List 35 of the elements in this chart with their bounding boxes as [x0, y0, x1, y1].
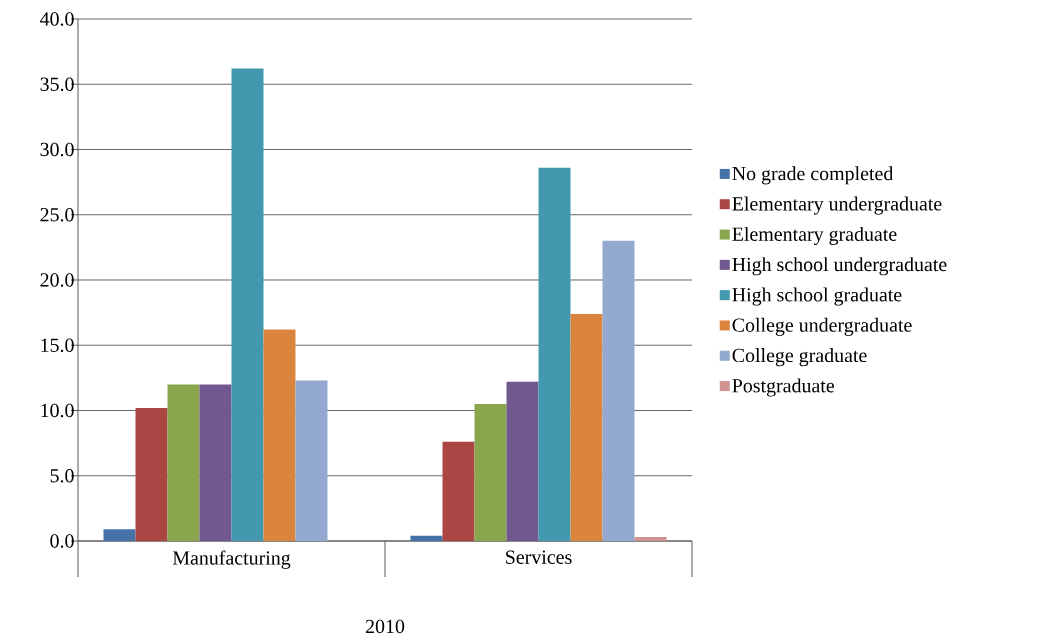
bar [231, 68, 264, 541]
legend-label: No grade completed [732, 166, 894, 185]
bar [263, 329, 296, 541]
y-tick-label: 35.0 [40, 77, 74, 92]
legend-label: High school undergraduate [732, 257, 947, 276]
legend-label: High school graduate [732, 287, 902, 306]
bar [103, 529, 136, 541]
y-tick-label: 40.0 [40, 12, 74, 26]
x-tick-label: Manufacturing [172, 550, 291, 569]
bar [199, 384, 232, 541]
y-tick-label: 20.0 [40, 273, 74, 287]
y-tick-label: 10.0 [41, 403, 74, 418]
legend-label: College graduate [732, 348, 867, 367]
legend-label: Elementary undergraduate [732, 196, 942, 215]
legend-label: College undergraduate [732, 317, 912, 336]
bar [538, 167, 571, 541]
legend-label: Elementary graduate [732, 226, 897, 245]
y-tick-label: 0.0 [50, 534, 74, 548]
y-tick-label: 15.0 [41, 338, 74, 353]
legend-label: Postgraduate [732, 378, 834, 397]
y-tick-label: 30.0 [40, 142, 74, 157]
bar [634, 537, 667, 541]
bar [506, 381, 539, 541]
bar [167, 384, 200, 541]
y-tick-label: 25.0 [40, 207, 74, 222]
bar [474, 403, 507, 541]
bar [295, 380, 328, 541]
x-axis-title: 2010 [365, 619, 405, 634]
x-tick-label: Services [506, 550, 572, 564]
bar [442, 441, 475, 541]
bar [570, 313, 603, 541]
bar [410, 535, 443, 541]
bar [602, 240, 635, 541]
y-tick-label: 5.0 [50, 468, 74, 483]
bar [135, 407, 168, 541]
